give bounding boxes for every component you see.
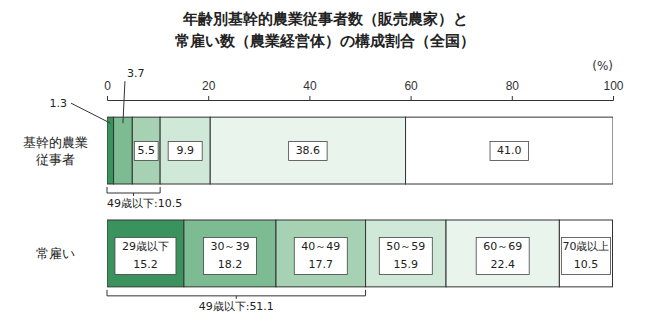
bar-segment [107,117,114,184]
label-box: 38.6 [289,141,328,160]
x-axis: 0 20 40 60 80 100 [104,79,624,101]
chart: 年齢別基幹的農業従事者数（販売農家）と常雇い数（農業経営体）の構成割合（全国） 0… [0,0,650,327]
data-label: 5.5 [137,144,155,157]
tick-mark [309,96,310,100]
leader-line [71,103,110,123]
label-box-frame [115,237,176,274]
category-label: 常雇い [36,246,75,261]
label-box-frame [476,237,529,274]
label-box-frame [168,141,202,160]
label-box-frame [134,141,158,160]
data-label: 38.6 [296,144,321,157]
label-box: 9.9 [168,141,202,160]
brace [107,290,366,299]
label-box: 70歳以上 10.5 [561,237,610,274]
tick-mark [107,96,108,100]
data-label: 17.7 [309,258,334,271]
bar-segment [107,220,184,287]
tick-mark [512,96,513,100]
label-box: 41.0 [490,141,529,160]
tick: 40 [303,79,317,100]
tick-label: 20 [202,79,216,93]
tick: 20 [202,79,216,100]
data-label: 22.4 [490,258,515,271]
x-axis-label: (%) [592,59,613,73]
tick-label: 100 [603,79,623,93]
tick: 80 [506,79,520,100]
bar-segment [406,117,613,184]
series-name: 30～39 [210,240,249,253]
title: 年齢別基幹的農業従事者数（販売農家）と常雇い数（農業経営体）の構成割合（全国） [175,10,475,50]
bar-segment [184,220,276,287]
axis-line [108,96,614,101]
bar-segment [132,117,160,184]
data-label: 18.2 [218,258,243,271]
label-box-frame [490,141,529,160]
series-name: 70歳以上 [562,240,609,253]
series-name: 60～69 [483,240,522,253]
category-label: 基幹的農業従事者 [23,135,88,167]
data-label: 9.9 [176,144,194,157]
series-name: 40～49 [301,240,340,253]
label-box-frame [561,237,610,274]
leader-line [123,81,125,123]
data-labels: 1.3 29歳以下 15.2 3.7 30～39 18.2 5.5 40～49 17.7 9.9 5… [50,67,611,274]
series-name: 29歳以下 [122,240,169,253]
label-box: 5.5 [134,141,158,160]
label-box: 29歳以下 15.2 [115,237,176,274]
label-box-frame [379,237,432,274]
data-label: 41.0 [497,144,522,157]
bar-segment [114,117,133,184]
tick-label: 80 [506,79,520,93]
data-label: 15.2 [133,258,158,271]
label-box: 40～49 17.7 [294,237,347,274]
bars [107,117,613,287]
label-box: 50～59 15.9 [379,237,432,274]
tick: 60 [404,79,418,100]
bar-segment [446,220,559,287]
label-box-frame [203,237,256,274]
bar-segment [160,117,210,184]
tick: 0 [104,79,111,100]
annotation: 49歳以下:51.1 [199,300,274,313]
label-box-frame [294,237,347,274]
bar-segment [276,220,366,287]
tick-mark [208,96,209,100]
tick-label: 0 [104,79,111,93]
tick-label: 40 [303,79,317,93]
tick-mark [411,96,412,100]
bar-segment [366,220,446,287]
tick: 100 [603,79,623,100]
label-box: 60～69 22.4 [476,237,529,274]
bar-segment [559,220,612,287]
tick-mark [613,96,614,100]
label-box-frame [289,141,328,160]
data-label: 1.3 [50,97,68,110]
bar-segment [210,117,405,184]
tick-label: 60 [404,79,418,93]
series-name: 50～59 [386,240,425,253]
label-box: 30～39 18.2 [203,237,256,274]
data-label: 3.7 [127,67,144,80]
data-label: 10.5 [574,258,599,271]
data-label: 15.9 [394,258,419,271]
annotation: 49歳以下:10.5 [107,197,182,210]
brace [107,187,160,196]
